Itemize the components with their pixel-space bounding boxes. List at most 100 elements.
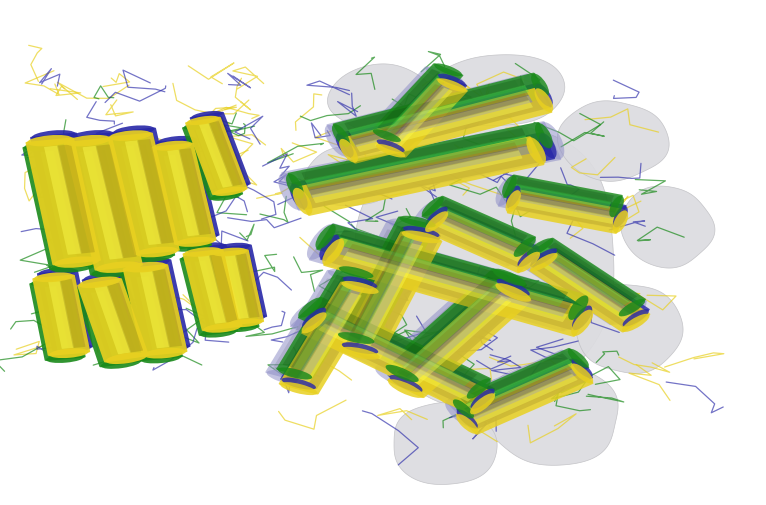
FancyBboxPatch shape xyxy=(211,250,264,326)
FancyBboxPatch shape xyxy=(203,119,237,183)
FancyBboxPatch shape xyxy=(61,140,98,249)
Ellipse shape xyxy=(538,134,557,159)
Ellipse shape xyxy=(613,211,628,233)
FancyBboxPatch shape xyxy=(119,270,183,362)
Ellipse shape xyxy=(322,239,344,266)
FancyBboxPatch shape xyxy=(470,374,578,425)
FancyBboxPatch shape xyxy=(321,303,477,381)
FancyBboxPatch shape xyxy=(434,206,522,248)
FancyBboxPatch shape xyxy=(123,265,188,357)
FancyBboxPatch shape xyxy=(83,146,123,260)
FancyBboxPatch shape xyxy=(144,266,174,343)
FancyBboxPatch shape xyxy=(48,281,74,349)
Ellipse shape xyxy=(54,344,92,353)
FancyBboxPatch shape xyxy=(221,260,246,324)
FancyBboxPatch shape xyxy=(344,89,525,144)
Ellipse shape xyxy=(526,138,546,165)
FancyBboxPatch shape xyxy=(172,145,204,232)
FancyBboxPatch shape xyxy=(308,143,519,196)
Ellipse shape xyxy=(27,136,73,147)
FancyBboxPatch shape xyxy=(301,312,496,415)
Ellipse shape xyxy=(290,184,308,210)
Ellipse shape xyxy=(327,335,378,351)
Ellipse shape xyxy=(434,64,462,77)
Ellipse shape xyxy=(148,343,189,354)
FancyBboxPatch shape xyxy=(32,275,90,356)
Ellipse shape xyxy=(610,301,647,325)
FancyBboxPatch shape xyxy=(378,70,440,132)
Ellipse shape xyxy=(535,89,553,113)
FancyBboxPatch shape xyxy=(225,255,250,319)
Ellipse shape xyxy=(373,130,401,143)
Ellipse shape xyxy=(538,123,565,160)
FancyBboxPatch shape xyxy=(319,305,476,385)
Ellipse shape xyxy=(385,365,419,382)
FancyBboxPatch shape xyxy=(60,280,86,348)
FancyBboxPatch shape xyxy=(357,239,423,344)
Ellipse shape xyxy=(203,323,241,333)
FancyBboxPatch shape xyxy=(187,244,246,326)
FancyBboxPatch shape xyxy=(530,248,650,327)
FancyBboxPatch shape xyxy=(127,260,191,351)
FancyBboxPatch shape xyxy=(325,313,481,391)
FancyBboxPatch shape xyxy=(444,215,532,257)
FancyBboxPatch shape xyxy=(52,276,77,344)
Ellipse shape xyxy=(100,257,145,268)
Ellipse shape xyxy=(62,141,106,152)
FancyBboxPatch shape xyxy=(345,79,525,131)
Ellipse shape xyxy=(571,310,593,336)
Ellipse shape xyxy=(46,354,84,363)
FancyBboxPatch shape xyxy=(293,278,358,370)
FancyBboxPatch shape xyxy=(519,188,617,213)
FancyBboxPatch shape xyxy=(456,363,594,435)
Ellipse shape xyxy=(181,253,218,262)
FancyBboxPatch shape xyxy=(296,293,362,386)
FancyBboxPatch shape xyxy=(302,307,495,410)
Ellipse shape xyxy=(572,306,592,330)
FancyBboxPatch shape xyxy=(519,193,618,218)
Ellipse shape xyxy=(399,216,436,228)
FancyBboxPatch shape xyxy=(330,240,561,314)
Ellipse shape xyxy=(140,242,182,252)
FancyBboxPatch shape xyxy=(199,124,233,188)
FancyBboxPatch shape xyxy=(319,324,475,401)
Ellipse shape xyxy=(342,342,378,355)
FancyBboxPatch shape xyxy=(343,226,408,332)
Ellipse shape xyxy=(302,308,326,328)
FancyBboxPatch shape xyxy=(457,359,593,429)
Ellipse shape xyxy=(560,350,589,377)
Ellipse shape xyxy=(453,399,474,419)
FancyBboxPatch shape xyxy=(296,288,362,380)
FancyBboxPatch shape xyxy=(470,369,578,420)
FancyBboxPatch shape xyxy=(517,240,647,326)
Ellipse shape xyxy=(136,247,178,258)
Ellipse shape xyxy=(389,375,423,392)
FancyBboxPatch shape xyxy=(140,271,170,348)
Ellipse shape xyxy=(224,324,258,332)
FancyBboxPatch shape xyxy=(53,150,90,259)
FancyBboxPatch shape xyxy=(429,210,519,254)
FancyBboxPatch shape xyxy=(103,289,137,358)
FancyBboxPatch shape xyxy=(30,133,104,261)
Ellipse shape xyxy=(157,137,195,146)
FancyBboxPatch shape xyxy=(529,253,650,333)
FancyBboxPatch shape xyxy=(305,136,529,188)
Ellipse shape xyxy=(316,225,336,249)
Ellipse shape xyxy=(342,277,378,289)
Ellipse shape xyxy=(91,267,136,278)
FancyBboxPatch shape xyxy=(148,148,212,250)
Ellipse shape xyxy=(524,75,548,107)
FancyBboxPatch shape xyxy=(185,118,247,195)
FancyBboxPatch shape xyxy=(545,245,637,306)
Ellipse shape xyxy=(149,147,188,156)
FancyBboxPatch shape xyxy=(285,290,351,383)
FancyBboxPatch shape xyxy=(388,279,531,393)
Ellipse shape xyxy=(109,348,149,359)
Ellipse shape xyxy=(470,389,495,409)
Ellipse shape xyxy=(623,310,649,327)
Ellipse shape xyxy=(31,131,76,142)
Ellipse shape xyxy=(376,145,405,158)
Ellipse shape xyxy=(70,131,114,142)
FancyBboxPatch shape xyxy=(336,217,437,343)
Polygon shape xyxy=(355,121,614,410)
